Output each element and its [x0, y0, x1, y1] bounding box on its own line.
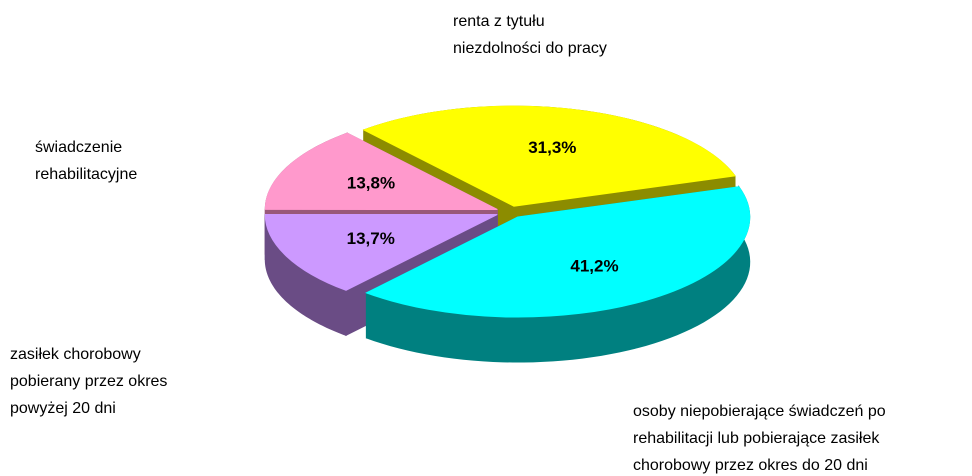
slice	[264, 213, 498, 291]
value-label: 13,7%	[347, 229, 395, 248]
value-label: 13,8%	[347, 174, 395, 193]
category-label: rehabilitacji lub pobierające zasiłek	[633, 430, 880, 447]
category-label: renta z tytułu	[453, 13, 545, 30]
category-label: chorobowy przez okres do 20 dni	[633, 457, 868, 474]
category-label: powyżej 20 dni	[10, 400, 116, 417]
value-label: 31,3%	[528, 138, 576, 157]
category-label: rehabilitacyjne	[35, 166, 137, 183]
category-label: zasiłek chorobowy	[10, 346, 141, 363]
value-label: 41,2%	[570, 257, 618, 276]
category-label: niezdolności do pracy	[453, 40, 607, 57]
slice	[264, 132, 498, 210]
category-label: osoby niepobierające świadczeń po	[633, 403, 886, 420]
slice	[365, 186, 751, 318]
slice	[362, 105, 736, 207]
category-label: świadczenie	[35, 139, 122, 156]
category-label: pobierany przez okres	[10, 373, 167, 390]
